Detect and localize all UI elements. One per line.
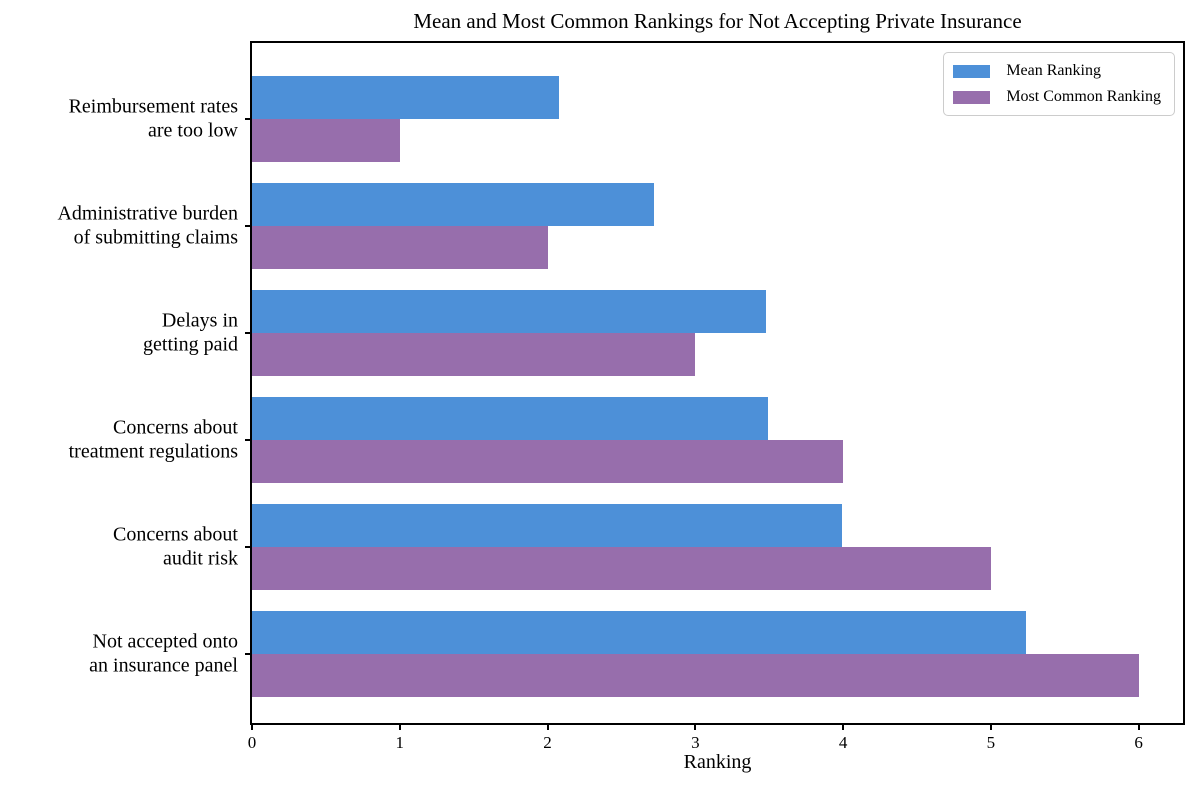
bar-most-common-ranking <box>252 119 400 162</box>
legend-label-most-common-ranking: Most Common Ranking <box>1006 88 1161 105</box>
legend-swatch-most-common-ranking-icon <box>953 90 991 104</box>
x-tick-mark <box>546 723 549 730</box>
x-tick-mark <box>251 723 253 730</box>
bar-most-common-ranking <box>252 333 696 376</box>
legend-item-most-common-ranking: Most Common Ranking <box>953 88 1161 106</box>
x-tick-label: 5 <box>986 733 996 752</box>
x-tick-mark <box>1137 723 1140 730</box>
y-tick-mark <box>245 118 252 120</box>
legend-label-mean-ranking: Mean Ranking <box>1006 62 1101 79</box>
x-tick-mark <box>989 723 992 730</box>
bar-most-common-ranking <box>252 547 991 590</box>
x-tick-label: 4 <box>838 733 848 752</box>
x-axis-label: Ranking <box>683 751 752 773</box>
legend-swatch-mean-ranking-icon <box>953 64 991 78</box>
legend: Mean Ranking Most Common Ranking <box>943 52 1175 116</box>
x-tick-label: 6 <box>1134 733 1143 752</box>
bar-most-common-ranking <box>252 654 1139 697</box>
y-tick-label: Not accepted onto an insurance panel <box>89 630 238 677</box>
y-tick-mark <box>245 332 252 334</box>
bar-mean-ranking <box>252 76 560 119</box>
bar-mean-ranking <box>252 504 842 547</box>
x-tick-mark <box>694 723 697 730</box>
x-tick-label: 0 <box>247 733 257 752</box>
bar-mean-ranking <box>252 183 654 226</box>
y-tick-mark <box>245 439 252 441</box>
bar-mean-ranking <box>252 290 767 333</box>
y-tick-label: Administrative burden of submitting clai… <box>57 202 238 249</box>
x-tick-mark <box>842 723 845 730</box>
y-tick-mark <box>245 546 252 548</box>
y-tick-label: Concerns about treatment regulations <box>68 416 238 463</box>
y-tick-label: Reimbursement rates are too low <box>68 95 238 142</box>
y-tick-label: Concerns about audit risk <box>113 523 238 570</box>
bar-most-common-ranking <box>252 226 548 269</box>
x-tick-mark <box>398 723 401 730</box>
plot-area: Mean Ranking Most Common Ranking Reimbur… <box>57 41 1185 752</box>
y-tick-label: Delays in getting paid <box>143 309 238 356</box>
y-tick-mark <box>245 225 252 227</box>
y-tick-mark <box>245 653 252 655</box>
bar-mean-ranking <box>252 397 768 440</box>
x-tick-label: 3 <box>691 733 700 752</box>
bar-most-common-ranking <box>252 440 844 483</box>
bar-mean-ranking <box>252 611 1027 654</box>
chart-title: Mean and Most Common Rankings for Not Ac… <box>413 9 1022 33</box>
legend-item-mean-ranking: Mean Ranking <box>953 62 1161 80</box>
x-tick-label: 1 <box>395 733 405 752</box>
x-tick-label: 2 <box>543 733 552 752</box>
